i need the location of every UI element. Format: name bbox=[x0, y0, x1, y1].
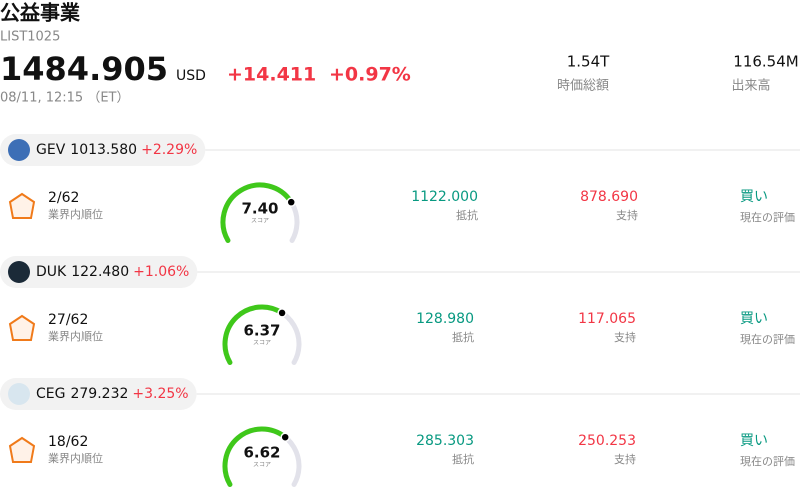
rank-icon bbox=[8, 314, 36, 341]
gauge-dot bbox=[280, 432, 290, 442]
stock-price: 279.232 bbox=[70, 386, 128, 402]
rating: 買い bbox=[740, 189, 768, 205]
rank-label: 業界内順位 bbox=[48, 207, 103, 221]
stock-price: 1013.580 bbox=[70, 142, 137, 158]
gauge-dot bbox=[286, 197, 296, 207]
stat-value: 1.54T bbox=[567, 53, 610, 71]
rating: 買い bbox=[740, 433, 768, 449]
support-label: 支持 bbox=[616, 208, 638, 222]
stock-pill[interactable]: DUK 122.480 +1.06% bbox=[0, 256, 198, 288]
company-logo bbox=[8, 261, 30, 283]
ticker: DUK bbox=[36, 264, 67, 280]
score-label: スコア bbox=[253, 340, 271, 347]
resistance-label: 抵抗 bbox=[452, 330, 474, 344]
gauge-fill bbox=[222, 426, 288, 487]
datetime: 08/11, 12:15 （ET） bbox=[0, 91, 129, 106]
support-label: 支持 bbox=[614, 330, 636, 344]
stock-pill[interactable]: GEV 1013.580 +2.29% bbox=[0, 134, 206, 166]
rating: 買い bbox=[740, 311, 768, 327]
pill-background bbox=[0, 134, 206, 166]
stock-change: +3.25% bbox=[132, 386, 188, 402]
gauge-fill bbox=[220, 182, 294, 243]
price: 1484.905 bbox=[0, 50, 168, 88]
stat-label: 出来高 bbox=[731, 78, 770, 94]
score: 6.37 bbox=[243, 322, 280, 340]
gauge-fill bbox=[222, 304, 285, 365]
rank: 27/62 bbox=[48, 312, 88, 328]
score: 7.40 bbox=[241, 200, 278, 218]
resistance: 285.303 bbox=[416, 433, 474, 449]
rank: 2/62 bbox=[48, 190, 79, 206]
change: +14.411 bbox=[227, 64, 316, 86]
pill-background bbox=[0, 378, 197, 410]
rank-icon bbox=[8, 436, 36, 463]
resistance-label: 抵抗 bbox=[456, 208, 478, 222]
rank-icon bbox=[8, 192, 36, 219]
rating-label: 現在の評価 bbox=[740, 455, 795, 468]
score-label: スコア bbox=[251, 218, 269, 225]
ticker: GEV bbox=[36, 142, 66, 158]
stat-label: 時価総額 bbox=[557, 79, 609, 94]
company-logo bbox=[8, 139, 30, 161]
rating-label: 現在の評価 bbox=[740, 333, 795, 346]
stock-pill[interactable]: CEG 279.232 +3.25% bbox=[0, 378, 197, 410]
company-logo bbox=[8, 383, 30, 405]
sector-code: LIST1025 bbox=[0, 30, 60, 45]
rank-label: 業界内順位 bbox=[48, 329, 103, 343]
resistance: 1122.000 bbox=[411, 189, 478, 205]
stock-change: +2.29% bbox=[141, 142, 197, 158]
sector-title: 公益事業 bbox=[0, 1, 81, 25]
pill-background bbox=[0, 256, 198, 288]
score: 6.62 bbox=[243, 444, 280, 462]
score-label: スコア bbox=[253, 462, 271, 469]
stock-price: 122.480 bbox=[71, 264, 129, 280]
gauge-dot bbox=[277, 308, 287, 318]
rank: 18/62 bbox=[48, 434, 88, 450]
stock-change: +1.06% bbox=[133, 264, 189, 280]
rating-label: 現在の評価 bbox=[740, 211, 795, 224]
currency: USD bbox=[176, 68, 206, 84]
resistance-label: 抵抗 bbox=[452, 452, 474, 466]
resistance: 128.980 bbox=[416, 311, 474, 327]
change-percent: +0.97% bbox=[329, 64, 411, 86]
ticker: CEG bbox=[36, 386, 65, 402]
support: 250.253 bbox=[578, 433, 636, 449]
support: 878.690 bbox=[580, 189, 638, 205]
stat-value: 116.54M bbox=[733, 53, 798, 71]
rank-label: 業界内順位 bbox=[48, 451, 103, 465]
support-label: 支持 bbox=[614, 452, 636, 466]
support: 117.065 bbox=[578, 311, 636, 327]
